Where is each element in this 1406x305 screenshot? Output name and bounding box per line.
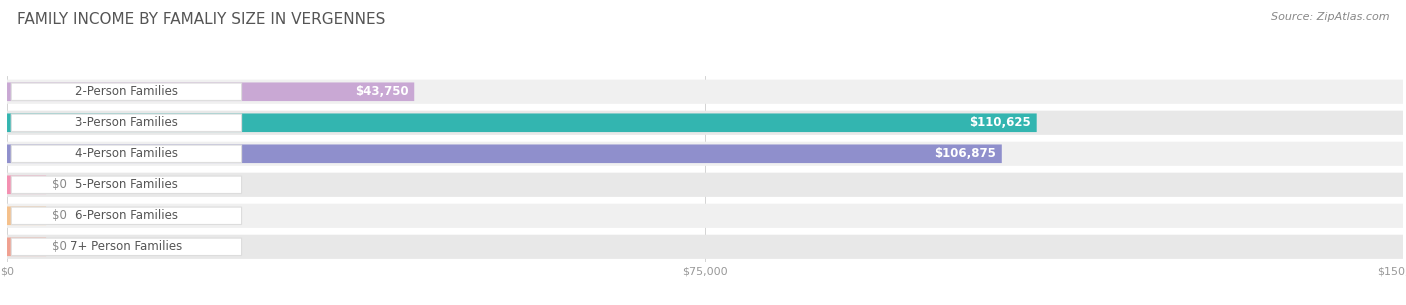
FancyBboxPatch shape	[7, 235, 1403, 259]
Text: $106,875: $106,875	[935, 147, 997, 160]
FancyBboxPatch shape	[7, 175, 46, 194]
FancyBboxPatch shape	[11, 176, 242, 193]
FancyBboxPatch shape	[11, 207, 242, 224]
Text: 3-Person Families: 3-Person Families	[75, 116, 177, 129]
FancyBboxPatch shape	[7, 111, 1403, 135]
Text: 7+ Person Families: 7+ Person Families	[70, 240, 183, 253]
Text: Source: ZipAtlas.com: Source: ZipAtlas.com	[1271, 12, 1389, 22]
FancyBboxPatch shape	[7, 145, 1002, 163]
Text: 5-Person Families: 5-Person Families	[75, 178, 177, 191]
Text: 6-Person Families: 6-Person Families	[75, 209, 179, 222]
FancyBboxPatch shape	[7, 142, 1403, 166]
Text: FAMILY INCOME BY FAMALIY SIZE IN VERGENNES: FAMILY INCOME BY FAMALIY SIZE IN VERGENN…	[17, 12, 385, 27]
Text: $0: $0	[52, 178, 66, 191]
FancyBboxPatch shape	[7, 80, 1403, 104]
FancyBboxPatch shape	[7, 173, 1403, 197]
Text: $0: $0	[52, 209, 66, 222]
FancyBboxPatch shape	[7, 204, 1403, 228]
FancyBboxPatch shape	[7, 82, 415, 101]
FancyBboxPatch shape	[11, 238, 242, 256]
Text: 4-Person Families: 4-Person Families	[75, 147, 179, 160]
FancyBboxPatch shape	[7, 206, 46, 225]
FancyBboxPatch shape	[11, 145, 242, 163]
FancyBboxPatch shape	[7, 113, 1036, 132]
Text: $0: $0	[52, 240, 66, 253]
Text: $110,625: $110,625	[969, 116, 1031, 129]
Text: $43,750: $43,750	[356, 85, 409, 98]
FancyBboxPatch shape	[11, 114, 242, 131]
Text: 2-Person Families: 2-Person Families	[75, 85, 179, 98]
FancyBboxPatch shape	[11, 83, 242, 100]
FancyBboxPatch shape	[7, 238, 46, 256]
